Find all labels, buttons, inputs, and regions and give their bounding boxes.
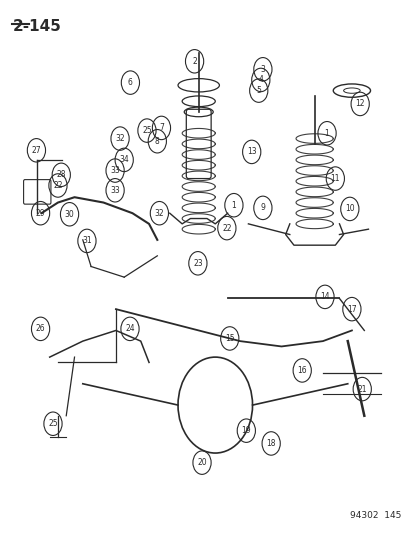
Text: 32: 32 <box>154 209 164 217</box>
Text: 22: 22 <box>222 224 231 232</box>
Text: 12: 12 <box>355 100 364 108</box>
Text: 16: 16 <box>297 366 306 375</box>
Text: 17: 17 <box>346 305 356 313</box>
Text: 8: 8 <box>154 137 159 146</box>
Text: 4: 4 <box>258 76 263 84</box>
Text: 33: 33 <box>110 186 120 195</box>
Text: 28: 28 <box>57 171 66 179</box>
Text: 1: 1 <box>231 201 236 209</box>
Text: 19: 19 <box>241 426 251 435</box>
Text: 30: 30 <box>64 210 74 219</box>
Text: 11: 11 <box>330 174 339 183</box>
Text: 13: 13 <box>246 148 256 156</box>
Text: 34: 34 <box>119 156 129 164</box>
Text: 26: 26 <box>36 325 45 333</box>
Text: 94302  145: 94302 145 <box>349 511 401 520</box>
Text: 24: 24 <box>125 325 135 333</box>
Text: 5: 5 <box>256 86 261 95</box>
Text: 1: 1 <box>324 129 329 138</box>
Text: 21: 21 <box>357 385 366 393</box>
Text: 3: 3 <box>260 65 265 74</box>
Text: 10: 10 <box>344 205 354 213</box>
Text: 7: 7 <box>159 124 164 132</box>
Text: 25: 25 <box>142 126 152 135</box>
Text: 22: 22 <box>53 181 62 190</box>
Text: 31: 31 <box>82 237 92 245</box>
Text: 32: 32 <box>115 134 125 143</box>
Text: 9: 9 <box>260 204 265 212</box>
Text: 27: 27 <box>31 146 41 155</box>
Text: 20: 20 <box>197 458 206 467</box>
Text: 29: 29 <box>36 209 45 217</box>
Text: 2-145: 2-145 <box>12 19 61 34</box>
Text: 18: 18 <box>266 439 275 448</box>
Text: 33: 33 <box>110 166 120 175</box>
Text: 14: 14 <box>319 293 329 301</box>
Text: 25: 25 <box>48 419 58 428</box>
Text: 2: 2 <box>192 57 197 66</box>
Text: 6: 6 <box>128 78 133 87</box>
Text: 15: 15 <box>224 334 234 343</box>
Text: 23: 23 <box>192 259 202 268</box>
